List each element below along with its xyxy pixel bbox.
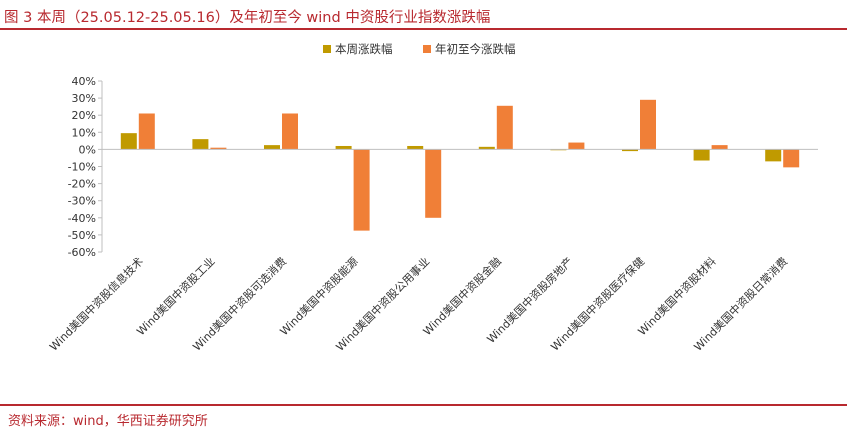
bar [335, 145, 352, 150]
bar [353, 149, 370, 231]
bar [210, 147, 227, 150]
legend-swatch [323, 45, 331, 53]
legend-label: 本周涨跌幅 [335, 42, 393, 56]
title-divider [0, 28, 847, 30]
y-tick-label: -30% [68, 195, 96, 208]
bar [783, 149, 800, 168]
y-tick-label: -20% [68, 178, 96, 191]
bar [622, 149, 638, 152]
y-tick-label: 20% [72, 109, 96, 122]
y-tick-label: 30% [72, 92, 96, 105]
y-tick-label: 0% [79, 143, 96, 156]
bar-chart: 本周涨跌幅 年初至今涨跌幅 40% 30% 20% 10% 0% -10% -20% -30% -… [46, 42, 818, 354]
bar-series [120, 99, 800, 231]
y-tick-label: 40% [72, 75, 96, 88]
legend-label: 年初至今涨跌幅 [435, 42, 516, 56]
x-tick-label: Wind美国中资股信息技术 [46, 254, 145, 353]
y-axis: 40% 30% 20% 10% 0% -10% -20% -30% -40% -50% -60% [68, 75, 103, 259]
bar [138, 113, 155, 150]
x-tick-label: Wind美国中资股金融 [420, 254, 504, 338]
y-tick-label: -50% [68, 229, 96, 242]
bar [640, 99, 656, 150]
bar [765, 149, 782, 162]
bar [192, 139, 209, 150]
bar [282, 113, 298, 150]
footer-divider [0, 404, 847, 406]
bar [425, 149, 442, 218]
bar [407, 145, 424, 150]
figure-title: 图 3 本周（25.05.12-25.05.16）及年初至今 wind 中资股行… [4, 10, 491, 26]
source-note: 资料来源：wind，华西证券研究所 [8, 414, 208, 429]
bar [120, 133, 137, 150]
bar [496, 105, 513, 150]
bar [693, 149, 710, 161]
y-tick-label: -40% [68, 212, 96, 225]
legend-swatch [423, 45, 431, 53]
bar [478, 146, 495, 150]
x-tick-label: Wind美国中资股材料 [635, 254, 719, 338]
bar [711, 145, 728, 150]
bar [264, 145, 280, 150]
y-tick-label: -10% [68, 161, 96, 174]
y-tick-label: -60% [68, 246, 96, 259]
y-tick-label: 10% [72, 126, 96, 139]
chart-legend: 本周涨跌幅 年初至今涨跌幅 [323, 42, 516, 56]
x-tick-label: Wind美国中资股工业 [134, 255, 217, 338]
x-tick-label: Wind美国中资股能源 [277, 254, 361, 338]
bar [568, 142, 585, 150]
